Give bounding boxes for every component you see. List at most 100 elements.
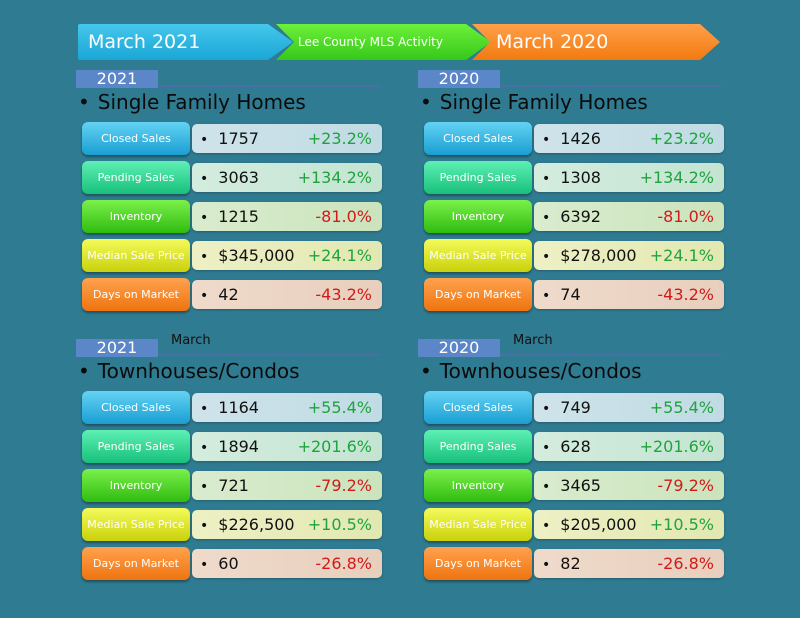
row-pending-sales: Pending Sales 1894 +201.6%	[82, 430, 382, 464]
days-on-market-value-box: 82 -26.8%	[534, 549, 724, 578]
inventory-value-box: 721 -79.2%	[192, 471, 382, 500]
bullet-icon: •	[78, 359, 90, 383]
metric-value: 60	[200, 554, 238, 573]
closed-sales-label-button[interactable]: Closed Sales	[424, 391, 532, 424]
metric-value: $205,000	[542, 515, 636, 534]
metric-change: -81.0%	[315, 207, 372, 226]
metric-change: -26.8%	[315, 554, 372, 573]
row-closed-sales: Closed Sales 1164 +55.4%	[82, 391, 382, 425]
pending-sales-label-button[interactable]: Pending Sales	[82, 430, 190, 463]
section-title-text: Single Family Homes	[439, 90, 648, 114]
metric-change: -79.2%	[315, 476, 372, 495]
row-closed-sales: Closed Sales 1757 +23.2%	[82, 122, 382, 156]
metric-change: -79.2%	[657, 476, 714, 495]
metric-value: 1426	[542, 129, 601, 148]
bullet-icon: •	[78, 90, 90, 114]
bullet-icon: •	[420, 359, 432, 383]
metric-value: 74	[542, 285, 580, 304]
section-title-text: Townhouses/Condos	[97, 359, 300, 383]
metric-change: +23.2%	[307, 129, 372, 148]
row-pending-sales: Pending Sales 1308 +134.2%	[424, 161, 724, 195]
metric-change: +10.5%	[649, 515, 714, 534]
closed-sales-label-button[interactable]: Closed Sales	[82, 391, 190, 424]
year-underline	[418, 85, 722, 87]
inventory-label-button[interactable]: Inventory	[424, 200, 532, 233]
year-underline	[76, 354, 380, 356]
median-sale-price-value-box: $205,000 +10.5%	[534, 510, 724, 539]
metric-value: 1164	[200, 398, 259, 417]
year-tab: 2021	[76, 339, 158, 357]
row-days-on-market: Days on Market 42 -43.2%	[82, 278, 382, 312]
row-closed-sales: Closed Sales 1426 +23.2%	[424, 122, 724, 156]
metric-change: +10.5%	[307, 515, 372, 534]
metric-value: 42	[200, 285, 238, 304]
year-tab: 2020	[418, 70, 500, 88]
metric-value: $345,000	[200, 246, 294, 265]
days-on-market-label-button[interactable]: Days on Market	[424, 278, 532, 311]
metric-change: -43.2%	[315, 285, 372, 304]
median-sale-price-label-button[interactable]: Median Sale Price	[82, 508, 190, 541]
metric-value: 82	[542, 554, 580, 573]
days-on-market-value-box: 60 -26.8%	[192, 549, 382, 578]
closed-sales-label-button[interactable]: Closed Sales	[82, 122, 190, 155]
row-pending-sales: Pending Sales 628 +201.6%	[424, 430, 724, 464]
row-median-sale-price: Median Sale Price $345,000 +24.1%	[82, 239, 382, 273]
inventory-label-button[interactable]: Inventory	[82, 200, 190, 233]
metric-change: +55.4%	[307, 398, 372, 417]
metric-value: 1757	[200, 129, 259, 148]
pending-sales-label-button[interactable]: Pending Sales	[424, 161, 532, 194]
inventory-value-box: 6392 -81.0%	[534, 202, 724, 231]
closed-sales-label-button[interactable]: Closed Sales	[424, 122, 532, 155]
section-title: • Single Family Homes	[78, 90, 306, 114]
metric-change: +134.2%	[639, 168, 714, 187]
banner-right-label: March 2020	[496, 31, 609, 53]
days-on-market-value-box: 42 -43.2%	[192, 280, 382, 309]
row-inventory: Inventory 6392 -81.0%	[424, 200, 724, 234]
metric-value: 6392	[542, 207, 601, 226]
metric-value: $226,500	[200, 515, 294, 534]
inventory-label-button[interactable]: Inventory	[82, 469, 190, 502]
metric-change: +23.2%	[649, 129, 714, 148]
inventory-value-box: 1215 -81.0%	[192, 202, 382, 231]
banner-middle-label: Lee County MLS Activity	[298, 35, 443, 49]
median-sale-price-value-box: $226,500 +10.5%	[192, 510, 382, 539]
metric-value: 1894	[200, 437, 259, 456]
row-inventory: Inventory 3465 -79.2%	[424, 469, 724, 503]
metric-value: 721	[200, 476, 249, 495]
median-sale-price-value-box: $278,000 +24.1%	[534, 241, 724, 270]
row-days-on-market: Days on Market 74 -43.2%	[424, 278, 724, 312]
section-title: • Townhouses/Condos	[78, 359, 300, 383]
metric-change: -81.0%	[657, 207, 714, 226]
metric-value: 749	[542, 398, 591, 417]
median-sale-price-label-button[interactable]: Median Sale Price	[424, 239, 532, 272]
metric-value: 1308	[542, 168, 601, 187]
metric-change: +24.1%	[307, 246, 372, 265]
section-title: • Townhouses/Condos	[420, 359, 642, 383]
row-median-sale-price: Median Sale Price $278,000 +24.1%	[424, 239, 724, 273]
year-tab: 2021	[76, 70, 158, 88]
row-closed-sales: Closed Sales 749 +55.4%	[424, 391, 724, 425]
metric-change: +55.4%	[649, 398, 714, 417]
pending-sales-label-button[interactable]: Pending Sales	[82, 161, 190, 194]
days-on-market-label-button[interactable]: Days on Market	[82, 278, 190, 311]
section-title: • Single Family Homes	[420, 90, 648, 114]
inventory-label-button[interactable]: Inventory	[424, 469, 532, 502]
days-on-market-label-button[interactable]: Days on Market	[424, 547, 532, 580]
year-tab: 2020	[418, 339, 500, 357]
closed-sales-value-box: 749 +55.4%	[534, 393, 724, 422]
closed-sales-value-box: 1426 +23.2%	[534, 124, 724, 153]
section-title-text: Townhouses/Condos	[439, 359, 642, 383]
median-sale-price-label-button[interactable]: Median Sale Price	[424, 508, 532, 541]
banner-march-2020: March 2020	[472, 24, 720, 60]
pending-sales-value-box: 1894 +201.6%	[192, 432, 382, 461]
banner-march-2021: March 2021	[78, 24, 293, 60]
days-on-market-label-button[interactable]: Days on Market	[82, 547, 190, 580]
metric-change: +24.1%	[649, 246, 714, 265]
pending-sales-value-box: 1308 +134.2%	[534, 163, 724, 192]
section-title-text: Single Family Homes	[97, 90, 306, 114]
metric-value: 3465	[542, 476, 601, 495]
metric-value: 628	[542, 437, 591, 456]
row-days-on-market: Days on Market 60 -26.8%	[82, 547, 382, 581]
pending-sales-label-button[interactable]: Pending Sales	[424, 430, 532, 463]
median-sale-price-label-button[interactable]: Median Sale Price	[82, 239, 190, 272]
